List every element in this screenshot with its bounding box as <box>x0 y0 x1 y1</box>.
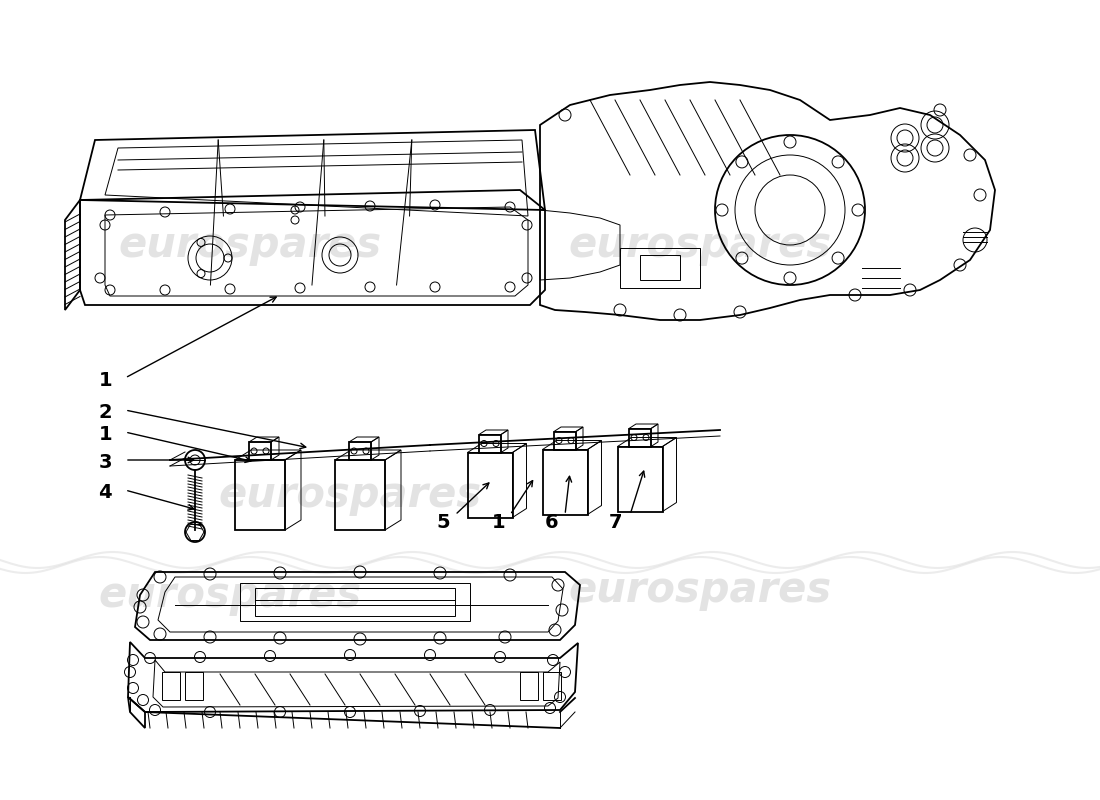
Bar <box>185 672 204 700</box>
Text: 1: 1 <box>492 513 505 531</box>
Text: 6: 6 <box>544 513 558 531</box>
Bar <box>543 672 561 700</box>
Text: 2: 2 <box>98 402 112 422</box>
Bar <box>240 583 470 621</box>
Text: eurospares: eurospares <box>569 569 832 611</box>
Bar <box>640 255 680 280</box>
Text: 1: 1 <box>98 370 112 390</box>
Text: eurospares: eurospares <box>569 224 832 266</box>
Bar <box>162 672 180 700</box>
Text: 5: 5 <box>437 513 450 531</box>
Text: 7: 7 <box>608 513 622 531</box>
Text: 1: 1 <box>98 425 112 443</box>
Bar <box>520 672 538 700</box>
Text: eurospares: eurospares <box>98 574 362 616</box>
Bar <box>255 588 455 616</box>
Text: 3: 3 <box>99 453 112 471</box>
Text: 4: 4 <box>98 482 112 502</box>
Text: eurospares: eurospares <box>119 224 382 266</box>
Bar <box>620 248 700 288</box>
Text: eurospares: eurospares <box>219 474 482 516</box>
